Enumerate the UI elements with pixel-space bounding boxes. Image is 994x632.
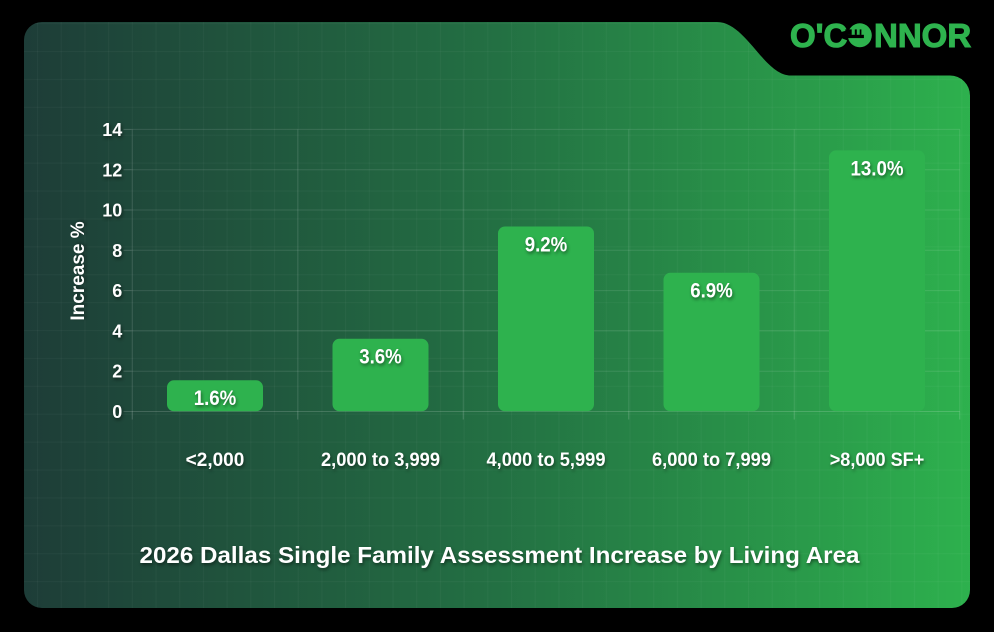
svg-text:4,000 to 5,999: 4,000 to 5,999 (487, 450, 606, 471)
svg-text:13.0%: 13.0% (850, 156, 903, 180)
svg-text:14: 14 (102, 120, 122, 140)
svg-text:12: 12 (102, 160, 122, 180)
svg-text:1.6%: 1.6% (194, 386, 237, 410)
svg-text:6.9%: 6.9% (690, 279, 733, 303)
svg-text:4: 4 (112, 321, 122, 341)
svg-text:Increase %: Increase % (68, 221, 89, 320)
svg-text:0: 0 (112, 402, 122, 422)
svg-text:2026 Dallas Single Family Asse: 2026 Dallas Single Family Assessment Inc… (140, 542, 860, 568)
svg-text:O'C: O'C (790, 17, 847, 54)
svg-text:>8,000 SF+: >8,000 SF+ (830, 450, 925, 471)
svg-text:2: 2 (112, 362, 122, 382)
svg-text:<2,000: <2,000 (186, 450, 245, 471)
svg-text:NNOR: NNOR (874, 17, 971, 54)
svg-text:6: 6 (112, 281, 122, 301)
svg-text:9.2%: 9.2% (525, 232, 568, 256)
svg-text:6,000 to 7,999: 6,000 to 7,999 (652, 450, 771, 471)
svg-text:8: 8 (112, 241, 122, 261)
svg-text:2,000 to 3,999: 2,000 to 3,999 (321, 450, 440, 471)
svg-text:10: 10 (102, 201, 122, 221)
svg-text:3.6%: 3.6% (359, 345, 402, 369)
